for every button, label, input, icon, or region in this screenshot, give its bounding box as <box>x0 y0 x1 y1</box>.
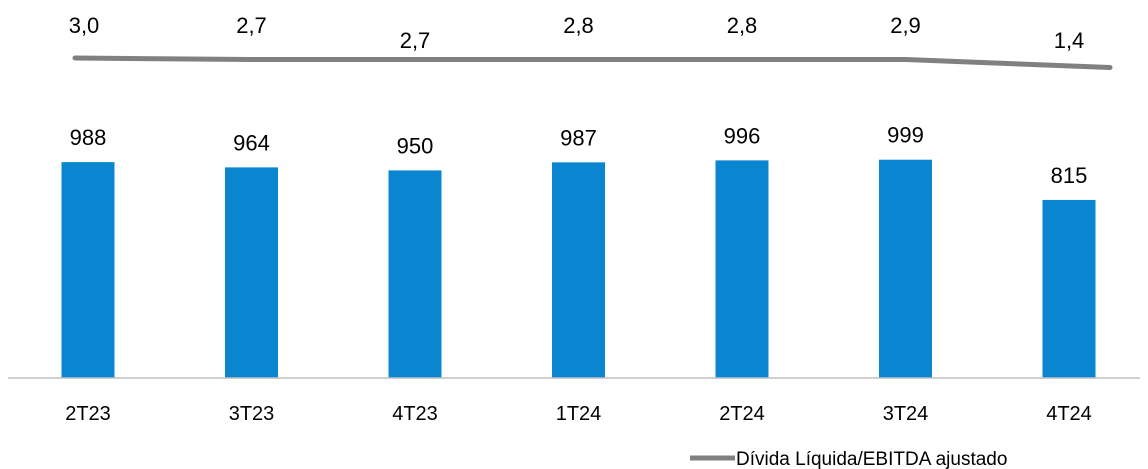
bar-2T24 <box>715 160 769 378</box>
x-tick-label: 2T24 <box>719 403 765 425</box>
ratio-value-label: 3,0 <box>69 13 100 38</box>
ratio-value-label: 2,9 <box>890 13 921 38</box>
legend: Dívida Líquida/EBITDA ajustado <box>690 449 1007 469</box>
x-tick-label: 3T23 <box>229 403 275 425</box>
bar-1T24 <box>552 162 605 378</box>
bar-4T23 <box>388 170 442 378</box>
bar-3T24 <box>879 159 932 378</box>
ratio-value-label: 2,8 <box>727 13 758 38</box>
ratio-value-label: 1,4 <box>1054 28 1085 53</box>
x-tick-label: 4T24 <box>1046 403 1092 425</box>
x-tick-label: 3T24 <box>883 403 929 425</box>
bar-labels-group: 988 964 950 987 996 999 815 <box>70 123 1088 188</box>
bar-value-label: 950 <box>397 133 434 158</box>
bar-4T24 <box>1042 199 1096 378</box>
legend-label: Dívida Líquida/EBITDA ajustado <box>736 449 1007 469</box>
ratio-series-line <box>72 55 1113 70</box>
x-tick-labels-group: 2T23 3T23 4T23 1T24 2T24 3T24 4T24 <box>65 403 1092 425</box>
ratio-value-label: 2,7 <box>400 28 431 53</box>
bars-group <box>61 159 1096 378</box>
x-tick-label: 4T23 <box>392 403 438 425</box>
bar-value-label: 815 <box>1051 163 1088 188</box>
bar-value-label: 999 <box>887 123 924 148</box>
ratio-labels-group: 3,0 2,7 2,7 2,8 2,8 2,9 1,4 <box>69 13 1085 53</box>
x-tick-label: 2T23 <box>65 403 111 425</box>
ratio-value-label: 2,7 <box>236 13 267 38</box>
bar-value-label: 996 <box>724 123 761 148</box>
bar-3T23 <box>225 167 278 378</box>
bar-value-label: 964 <box>233 130 270 155</box>
ratio-value-label: 2,8 <box>563 13 594 38</box>
x-tick-label: 1T24 <box>556 403 602 425</box>
bar-value-label: 988 <box>70 125 107 150</box>
bar-2T23 <box>61 162 115 378</box>
bar-value-label: 987 <box>560 125 597 150</box>
